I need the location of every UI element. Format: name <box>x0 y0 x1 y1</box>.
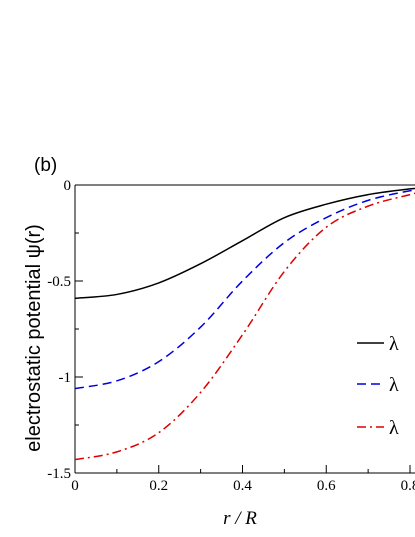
series-line-2 <box>75 189 415 390</box>
x-tick-label: 0.6 <box>317 478 336 494</box>
x-tick-label: 0.2 <box>149 478 168 494</box>
panel-label: (b) <box>34 155 57 176</box>
series-line-1 <box>75 187 415 300</box>
x-tick-label: 0 <box>71 478 79 494</box>
legend-label-1: λ <box>389 333 399 355</box>
x-tick-label: 0.4 <box>233 478 252 494</box>
series-line-3 <box>75 192 415 461</box>
y-tick-label: -0.5 <box>47 274 71 290</box>
legend-label-3: λ <box>389 417 399 439</box>
x-axis-title: r / R <box>223 508 257 529</box>
y-tick-label: -1 <box>59 370 72 386</box>
y-tick-label: 0 <box>64 178 72 194</box>
y-axis-title: electrostatic potential ψ(r) <box>23 224 45 452</box>
y-tick-label: -1.5 <box>47 466 71 482</box>
x-tick-label: 0.8 <box>401 478 415 494</box>
legend-label-2: λ <box>389 374 399 396</box>
